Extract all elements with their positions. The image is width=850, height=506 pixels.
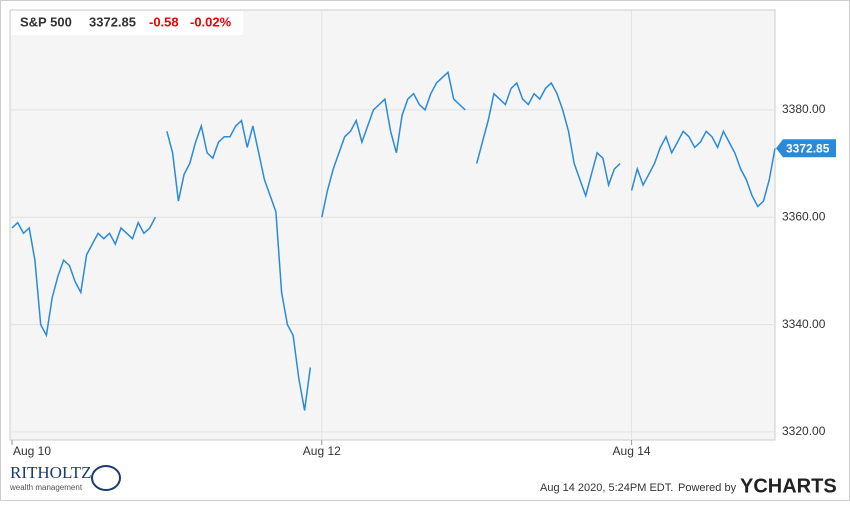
header-price: 3372.85	[89, 14, 136, 29]
y-tick-label: 3380.00	[782, 102, 826, 116]
x-tick-label: Aug 10	[13, 444, 51, 458]
y-tick-label: 3320.00	[782, 424, 826, 438]
x-tick-label: Aug 14	[613, 444, 651, 458]
timestamp: Aug 14 2020, 5:24PM EDT.	[540, 482, 673, 494]
price-line	[11, 70, 776, 411]
header-name: S&P 500	[20, 14, 72, 29]
y-tick-label: 3340.00	[782, 317, 826, 331]
powered-by: Powered by	[678, 482, 737, 494]
x-tick-label: Aug 12	[303, 444, 341, 458]
header-change: -0.58	[149, 14, 179, 29]
logo-sub: wealth management	[9, 483, 83, 492]
logo: RITHOLTZ	[10, 463, 92, 482]
header-box	[11, 11, 243, 35]
plot-area	[9, 9, 776, 441]
header-change-pct: -0.02%	[190, 14, 232, 29]
last-price-tag	[776, 139, 836, 158]
logo-icon	[91, 465, 121, 491]
last-price-label: 3372.85	[786, 141, 830, 155]
brand: YCHARTS	[740, 475, 837, 497]
y-tick-label: 3360.00	[782, 209, 826, 223]
